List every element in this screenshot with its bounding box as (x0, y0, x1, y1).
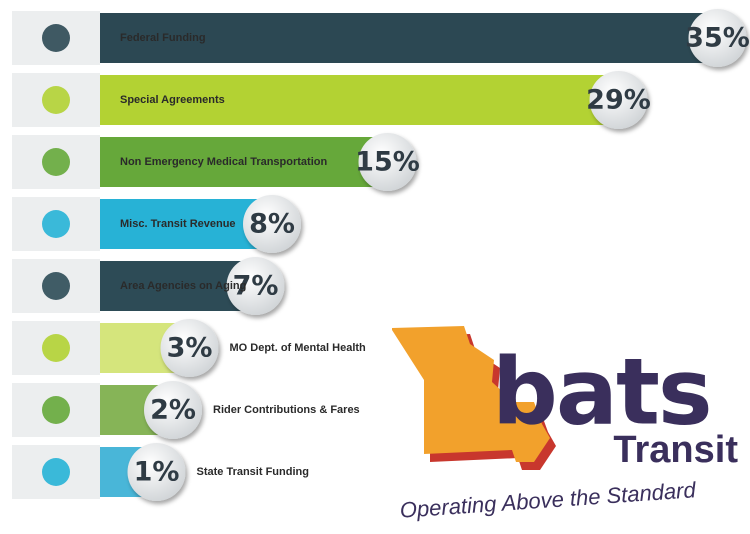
value-badge (127, 443, 186, 501)
bar (100, 75, 619, 125)
value-label: 2% (150, 395, 196, 426)
category-label: Rider Contributions & Fares (213, 404, 360, 416)
logo-tagline: Operating Above the Standard (399, 477, 697, 523)
category-label: Special Agreements (120, 94, 225, 106)
value-label: 3% (167, 333, 213, 364)
logo-subtitle: Transit (613, 429, 738, 471)
category-label: State Transit Funding (197, 466, 309, 478)
icon (42, 396, 70, 424)
value-label: 8% (249, 209, 295, 240)
bars: 35% Federal Funding 29% Special Agreements 1… (12, 9, 750, 501)
icon (42, 148, 70, 176)
bar (100, 13, 718, 63)
value-label: 35% (685, 23, 750, 54)
value-badge (358, 133, 417, 191)
bar (100, 137, 388, 187)
icon (42, 458, 70, 486)
logo-name: bats (492, 338, 711, 445)
value-label: 15% (355, 147, 420, 178)
value-badge (589, 71, 648, 129)
icon (42, 24, 70, 52)
category-label: Federal Funding (120, 32, 206, 44)
value-badge (226, 257, 285, 315)
category-label: Non Emergency Medical Transportation (120, 156, 327, 168)
category-label: Misc. Transit Revenue (120, 218, 236, 230)
logo: bats Transit Operating Above the Standar… (392, 326, 738, 523)
value-label: 1% (134, 457, 180, 488)
icon (42, 272, 70, 300)
value-badge (688, 9, 747, 67)
value-label: 7% (233, 271, 279, 302)
category-label: MO Dept. of Mental Health (230, 342, 367, 354)
value-badge (144, 381, 202, 439)
icon (42, 334, 70, 362)
category-label: Area Agencies on Aging (120, 280, 246, 292)
value-badge (243, 195, 301, 253)
icon (42, 86, 70, 114)
state-shape (392, 326, 550, 462)
value-badge (160, 319, 219, 377)
value-label: 29% (586, 85, 651, 116)
icon (42, 210, 70, 238)
